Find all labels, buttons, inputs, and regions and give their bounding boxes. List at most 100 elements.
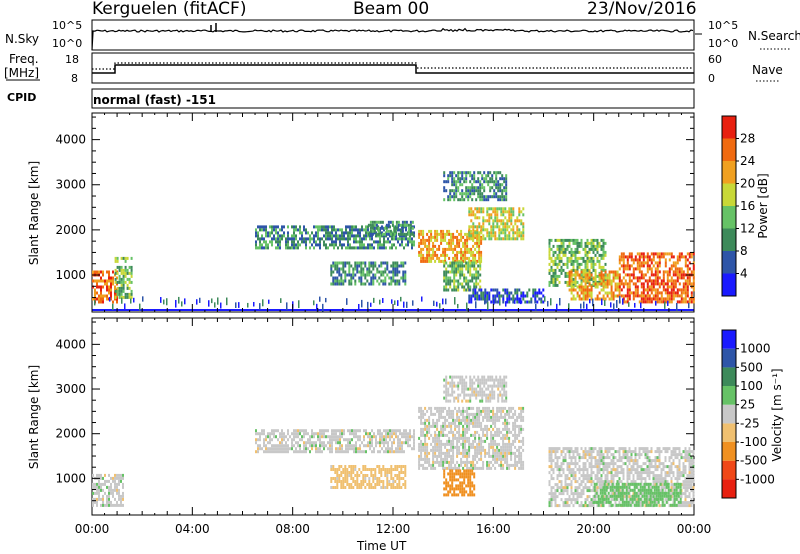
echo-cell (494, 448, 497, 452)
echo-cell (494, 460, 497, 464)
echo-cell (520, 460, 523, 464)
echo-cell (554, 465, 557, 469)
echo-cell (453, 384, 456, 388)
echo-cell (426, 427, 429, 431)
echo-cell (574, 282, 577, 286)
echo-cell (102, 279, 104, 283)
echo-cell (552, 468, 555, 472)
echo-cell (560, 259, 563, 263)
echo-cell (349, 243, 351, 247)
echo-cell (428, 418, 431, 422)
echo-cell (676, 258, 679, 262)
echo-cell (448, 430, 451, 434)
echo-cell (526, 300, 529, 304)
echo-cell (407, 444, 409, 448)
echo-cell (453, 198, 456, 202)
echo-cell (434, 439, 437, 443)
echo-cell (295, 234, 297, 238)
echo-cell (406, 301, 408, 308)
echo-cell (453, 396, 456, 400)
echo-cell (497, 387, 500, 391)
echo-cell (499, 384, 502, 388)
echo-cell (387, 450, 389, 454)
echo-cell (554, 489, 557, 493)
echo-cell (626, 294, 629, 298)
echo-cell (469, 180, 472, 184)
echo-cell (498, 294, 501, 298)
echo-cell (356, 483, 359, 486)
echo-cell (469, 267, 472, 271)
echo-cell (378, 270, 381, 274)
echo-cell (572, 297, 575, 301)
echo-cell (106, 497, 108, 501)
echo-cell (588, 270, 591, 274)
echo-cell (299, 438, 301, 442)
echo-cell (447, 490, 450, 494)
echo-cell (479, 198, 482, 202)
echo-cell (548, 262, 551, 266)
echo-cell (468, 451, 471, 455)
echo-cell (327, 231, 329, 235)
echo-cell (572, 253, 575, 257)
echo-cell (382, 282, 385, 286)
echo-cell (338, 270, 341, 274)
echo-cell (586, 244, 589, 248)
echo-cell (498, 225, 501, 229)
echo-cell (578, 285, 581, 289)
echo-cell (353, 246, 355, 250)
echo-cell (411, 447, 413, 451)
echo-cell (484, 448, 487, 452)
echo-cell (122, 268, 125, 272)
echo-cell (367, 301, 369, 308)
echo-cell (381, 243, 383, 247)
echo-cell (606, 282, 609, 286)
echo-cell (500, 406, 503, 410)
echo-cell (390, 471, 393, 474)
echo-cell (370, 282, 373, 286)
echo-cell (590, 283, 593, 287)
echo-cell (662, 279, 665, 283)
echo-cell (430, 238, 433, 242)
echo-cell (656, 276, 659, 280)
echo-cell (516, 297, 519, 301)
echo-cell (403, 232, 406, 236)
echo-cell (475, 393, 478, 397)
echo-cell (686, 264, 689, 268)
echo-cell (686, 279, 689, 283)
echo-cell (578, 283, 581, 287)
echo-cell (128, 265, 131, 269)
echo-cell (277, 231, 279, 235)
echo-cell (680, 252, 683, 256)
echo-cell (570, 256, 573, 260)
echo-cell (582, 297, 585, 301)
echo-cell (365, 225, 367, 229)
echo-cell (466, 418, 469, 422)
echo-cell (106, 500, 108, 504)
echo-cell (354, 465, 357, 468)
echo-cell (281, 435, 283, 439)
echo-cell (122, 274, 125, 278)
echo-cell (568, 471, 571, 475)
echo-cell (291, 237, 293, 241)
echo-cell (364, 486, 367, 489)
echo-cell (428, 259, 431, 263)
echo-cell (444, 421, 447, 425)
echo-cell (494, 439, 497, 443)
echo-cell (505, 393, 508, 397)
echo-cell (560, 238, 563, 242)
echo-cell (375, 435, 377, 439)
echo-cell (451, 288, 454, 292)
echo-cell (110, 282, 112, 286)
echo-cell (432, 457, 435, 461)
echo-cell (491, 396, 494, 400)
echo-cell (576, 265, 579, 269)
echo-cell (658, 270, 661, 274)
echo-cell (291, 225, 293, 229)
echo-cell (550, 468, 553, 472)
echo-cell (420, 406, 423, 410)
echo-cell (420, 418, 423, 422)
echo-cell (313, 300, 315, 306)
echo-cell (163, 299, 165, 305)
echo-cell (471, 186, 474, 190)
echo-cell (692, 279, 695, 283)
